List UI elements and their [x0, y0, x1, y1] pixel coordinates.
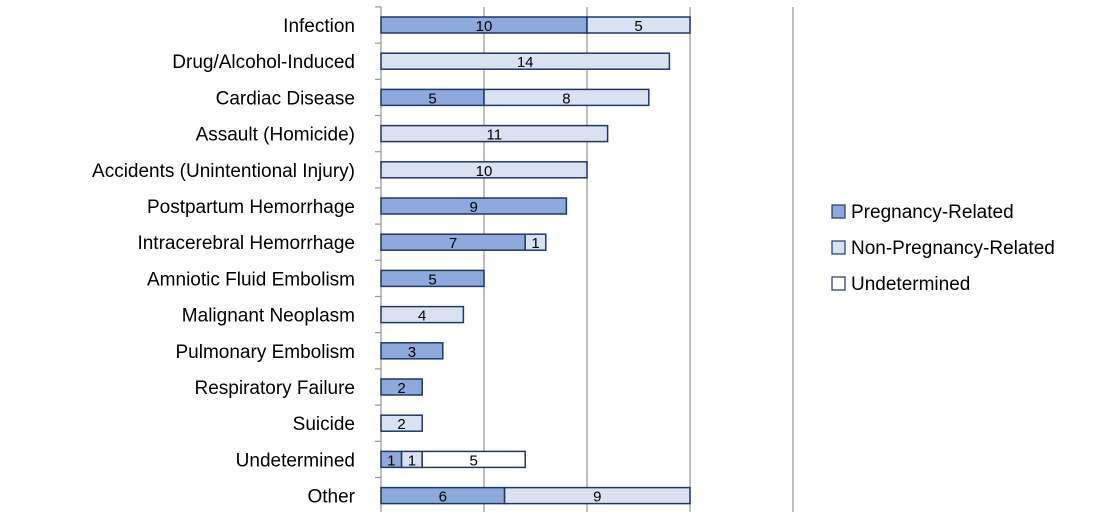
bar-value-label: 10: [476, 163, 493, 180]
category-label-other: Other: [307, 487, 355, 508]
bar-value-label: 5: [634, 18, 642, 35]
category-label-accidents-unintentional-injury: Accidents (Unintentional Injury): [92, 161, 355, 182]
bar-accidents-unintentional-injury-non-pregnancy-related: [380, 161, 588, 179]
bar-value-label: 9: [593, 489, 601, 506]
bar-malignant-neoplasm-non-pregnancy-related: [380, 305, 465, 324]
bar-drug-alcohol-induced-non-pregnancy-related: [380, 52, 671, 70]
bar-pulmonary-embolism-pregnancy-related: [380, 342, 444, 360]
bar-value-label: 1: [408, 452, 416, 469]
category-label-drug-alcohol-induced: Drug/Alcohol-Induced: [172, 52, 355, 73]
category-label-cardiac-disease: Cardiac Disease: [216, 88, 355, 109]
bar-value-label: 5: [428, 90, 436, 107]
bar-assault-homicide-non-pregnancy-related: [380, 124, 609, 143]
bar-value-label: 7: [449, 235, 457, 252]
category-label-malignant-neoplasm: Malignant Neoplasm: [182, 306, 355, 327]
legend-label-pregnancy-related: Pregnancy-Related: [851, 202, 1014, 223]
bar-value-label: 5: [470, 452, 478, 469]
bar-value-label: 10: [476, 18, 493, 35]
bar-value-label: 9: [470, 199, 478, 216]
bar-postpartum-hemorrhage-pregnancy-related: [380, 197, 568, 215]
bar-suicide-non-pregnancy-related: [380, 414, 423, 432]
legend-swatch-pregnancy-related: [831, 204, 846, 219]
bar-value-label: 14: [517, 54, 534, 71]
bar-cardiac-disease-non-pregnancy-related: [483, 88, 650, 107]
category-label-undetermined: Undetermined: [236, 450, 355, 471]
legend-swatch-undetermined: [831, 276, 846, 291]
bar-value-label: 3: [408, 344, 416, 361]
category-label-amniotic-fluid-embolism: Amniotic Fluid Embolism: [147, 269, 355, 290]
bar-value-label: 1: [387, 452, 395, 469]
bar-value-label: 8: [562, 90, 570, 107]
bar-value-label: 6: [439, 489, 447, 506]
legend-swatch-non-pregnancy-related: [831, 240, 846, 255]
bar-other-non-pregnancy-related: [503, 486, 691, 505]
legend-label-undetermined: Undetermined: [851, 274, 970, 295]
bar-amniotic-fluid-embolism-pregnancy-related: [380, 269, 485, 288]
category-label-pulmonary-embolism: Pulmonary Embolism: [176, 342, 356, 363]
bar-respiratory-failure-pregnancy-related: [380, 378, 423, 396]
bar-value-label: 2: [397, 416, 405, 433]
legend-label-non-pregnancy-related: Non-Pregnancy-Related: [851, 238, 1055, 259]
bar-undetermined-undetermined: [421, 450, 526, 469]
bar-value-label: 5: [428, 271, 436, 288]
category-label-assault-homicide: Assault (Homicide): [196, 125, 355, 146]
category-label-postpartum-hemorrhage: Postpartum Hemorrhage: [147, 197, 355, 218]
category-label-respiratory-failure: Respiratory Failure: [195, 378, 356, 399]
category-label-intracerebral-hemorrhage: Intracerebral Hemorrhage: [137, 233, 355, 254]
bar-value-label: 11: [487, 127, 503, 144]
category-label-infection: Infection: [283, 16, 355, 37]
bar-value-label: 2: [397, 380, 405, 397]
bar-value-label: 4: [418, 308, 426, 325]
bar-infection-non-pregnancy-related: [586, 16, 691, 34]
category-label-suicide: Suicide: [293, 414, 355, 435]
bar-value-label: 1: [531, 235, 539, 252]
bar-intracerebral-hemorrhage-non-pregnancy-related: [524, 233, 547, 251]
